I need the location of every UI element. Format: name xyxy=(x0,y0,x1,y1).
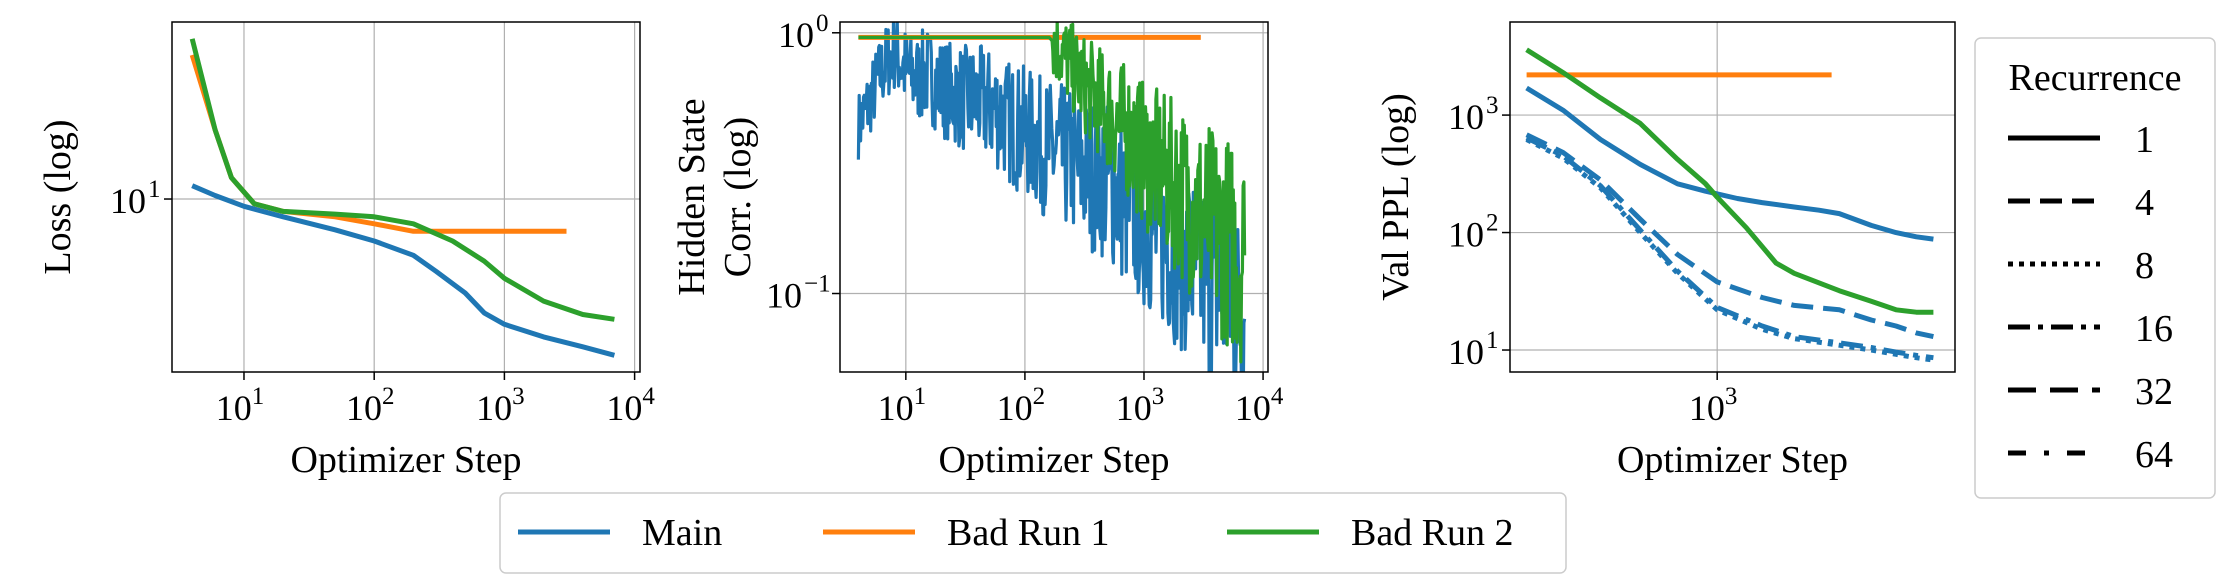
chart-panel-1: 101 102 103 104 101 Optimizer Step Loss (log) xyxy=(37,21,655,481)
legend-label: 8 xyxy=(2135,245,2154,287)
y-axis-label: Loss (log) xyxy=(37,119,79,274)
legend-entry: Main xyxy=(518,512,722,554)
y-tick-label: 101 xyxy=(110,176,161,221)
x-tick-label: 103 xyxy=(476,383,525,428)
legend-entry: 32 xyxy=(2008,371,2173,413)
y-tick-label: 10−1 xyxy=(766,271,831,316)
x-tick-label: 103 xyxy=(1116,383,1165,428)
legend-bottom: Main Bad Run 1 Bad Run 2 xyxy=(499,492,1567,574)
chart-panel-2: 101 102 103 104 100 10−1 Optimizer Step Hidden … xyxy=(671,10,1284,481)
plot-frame xyxy=(171,21,641,373)
legend-title: Recurrence xyxy=(2009,57,2182,99)
legend-entry: 4 xyxy=(2008,182,2154,224)
legend-label: Bad Run 1 xyxy=(947,512,1110,554)
legend-recurrence-frame xyxy=(1974,37,2216,499)
x-tick-label: 104 xyxy=(606,383,655,428)
chart-panel-3: 103 101 102 103 Optimizer Step Val PPL (log) xyxy=(1375,21,1956,481)
series-line-bad-run-1 xyxy=(189,54,567,234)
series-group xyxy=(1525,47,1934,363)
legend-label: Bad Run 2 xyxy=(1351,512,1514,554)
series-line-main xyxy=(191,183,616,358)
y-tick-label: 101 xyxy=(1448,327,1499,372)
x-axis-label: Optimizer Step xyxy=(1617,439,1848,481)
x-axis-label: Optimizer Step xyxy=(938,439,1169,481)
x-axis-label: Optimizer Step xyxy=(290,439,521,481)
series-line-bad-run-2 xyxy=(189,38,615,322)
series-line-bad-run-2-r1 xyxy=(1525,47,1934,315)
x-tick-label: 102 xyxy=(997,383,1046,428)
x-tick-label: 101 xyxy=(878,383,927,428)
legend-label: 4 xyxy=(2135,182,2154,224)
y-axis-label: Val PPL (log) xyxy=(1375,93,1417,301)
series-line-bad-run-2 xyxy=(857,22,1247,364)
legend-label: 32 xyxy=(2135,371,2173,413)
y-tick-label: 100 xyxy=(778,10,829,55)
series-group xyxy=(189,38,616,358)
legend-recurrence: Recurrence 1 4 8 16 32 64 xyxy=(1974,37,2216,499)
legend-entry: 1 xyxy=(2008,119,2154,161)
x-tick-label: 102 xyxy=(346,383,395,428)
plot-frame xyxy=(1509,21,1956,373)
x-tick-label: 104 xyxy=(1235,383,1284,428)
legend-label: 16 xyxy=(2135,308,2173,350)
legend-label: 64 xyxy=(2135,434,2173,476)
y-tick-label: 102 xyxy=(1448,210,1499,255)
legend-entry: Bad Run 1 xyxy=(823,512,1110,554)
x-tick-label: 103 xyxy=(1689,383,1738,428)
x-tick-label: 101 xyxy=(216,383,265,428)
legend-label: Main xyxy=(642,512,722,554)
series-group xyxy=(856,22,1247,372)
y-axis-label: Corr. (log) xyxy=(717,117,759,277)
legend-bottom-frame xyxy=(499,492,1567,574)
legend-entry: 8 xyxy=(2008,245,2154,287)
legend-label: 1 xyxy=(2135,119,2154,161)
legend-entry: Bad Run 2 xyxy=(1227,512,1514,554)
series-line-main-r1 xyxy=(1525,85,1934,242)
series-line-main-r16 xyxy=(1525,135,1934,361)
series-line-main-r4 xyxy=(1525,132,1934,340)
legend-entry: 16 xyxy=(2008,308,2173,350)
legend-entry: 64 xyxy=(2008,434,2173,476)
plot-frame xyxy=(839,21,1269,373)
y-axis-label: Hidden State xyxy=(671,98,713,295)
y-tick-label: 103 xyxy=(1448,92,1499,137)
